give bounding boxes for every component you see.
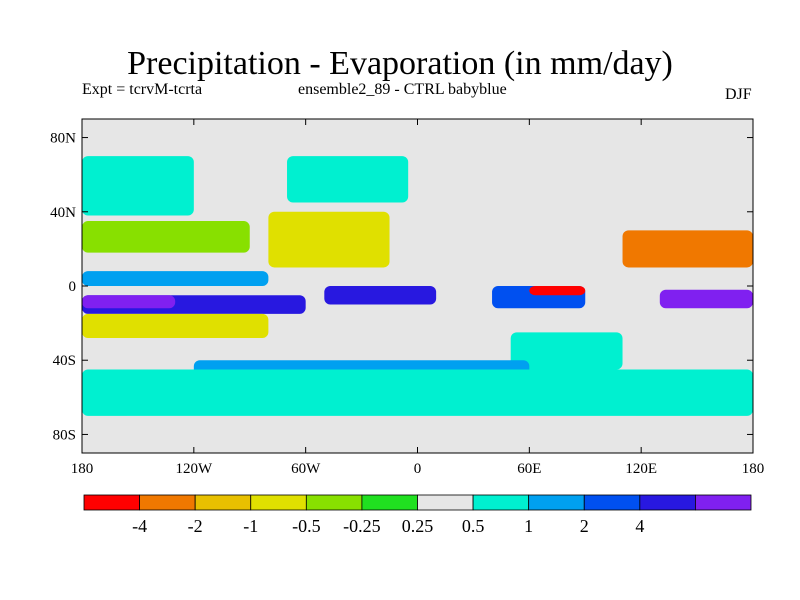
region-south-pacific-yellow	[82, 313, 269, 338]
region-subtropical-north-atlantic	[268, 211, 390, 268]
colorbar: -4 -2 -1 -0.5 -0.25 0.25 0.5 1 2 4	[83, 494, 752, 536]
colorbar-label: -1	[243, 516, 258, 536]
colorbar-swatch	[695, 494, 752, 511]
colorbar-swatch	[417, 494, 474, 511]
colorbar-label: 4	[635, 516, 644, 536]
region-north-atlantic-cyan	[287, 156, 409, 203]
region-itcz-pacific-band	[82, 271, 269, 286]
colorbar-label: -4	[132, 516, 147, 536]
colorbar-label: 2	[580, 516, 589, 536]
colorbar-swatch	[250, 494, 307, 511]
colorbar-swatch	[472, 494, 530, 511]
ensemble-label: ensemble2_89 - CTRL babyblue	[298, 81, 507, 98]
y-tick-label: 40N	[50, 205, 76, 221]
y-tick-label: 40S	[53, 353, 76, 369]
region-south-indian-cyan	[510, 332, 623, 370]
x-tick-label: 120W	[175, 461, 213, 477]
colorbar-swatch	[583, 494, 641, 511]
colorbar-label: -0.5	[292, 516, 321, 536]
region-indian-ocean-red	[529, 286, 586, 296]
y-tick-label: 0	[69, 279, 77, 295]
map-layer	[82, 119, 753, 453]
colorbar-label: 0.5	[462, 516, 485, 536]
region-southern-ocean-cyan	[82, 369, 753, 416]
region-west-pacific-violet	[659, 289, 753, 309]
region-south-pacific-violet	[82, 295, 176, 309]
region-north-pacific-cyan	[82, 156, 194, 216]
axis-layer: 180 120W 60W 0 60E 120E 180 80N 40N 0 40S 80S	[50, 118, 765, 477]
colorbar-label: -2	[188, 516, 203, 536]
experiment-label: Expt = tcrvM-tcrta	[82, 81, 203, 98]
y-tick-label: 80N	[50, 131, 76, 147]
colorbar-swatch	[528, 494, 585, 511]
y-tick-label: 80S	[53, 427, 76, 443]
colorbar-swatch	[194, 494, 252, 511]
colorbar-swatch	[305, 494, 363, 511]
x-tick-label: 60E	[517, 461, 541, 477]
colorbar-label: -0.25	[343, 516, 381, 536]
x-tick-label: 0	[414, 461, 422, 477]
colorbar-label: 0.25	[402, 516, 434, 536]
colorbar-swatch	[639, 494, 696, 511]
colorbar-swatch	[83, 494, 140, 511]
season-label: DJF	[725, 86, 752, 103]
x-tick-label: 180	[742, 461, 765, 477]
region-west-pacific-orange	[622, 230, 753, 268]
x-tick-label: 60W	[291, 461, 321, 477]
chart-title: Precipitation - Evaporation (in mm/day)	[127, 45, 673, 82]
colorbar-swatch	[139, 494, 196, 511]
colorbar-swatch	[361, 494, 418, 511]
region-subtropical-north-pacific	[82, 221, 250, 253]
colorbar-label: 1	[524, 516, 533, 536]
x-tick-label: 120E	[625, 461, 657, 477]
region-tropical-atlantic-blue	[324, 286, 437, 305]
x-tick-label: 180	[71, 461, 94, 477]
